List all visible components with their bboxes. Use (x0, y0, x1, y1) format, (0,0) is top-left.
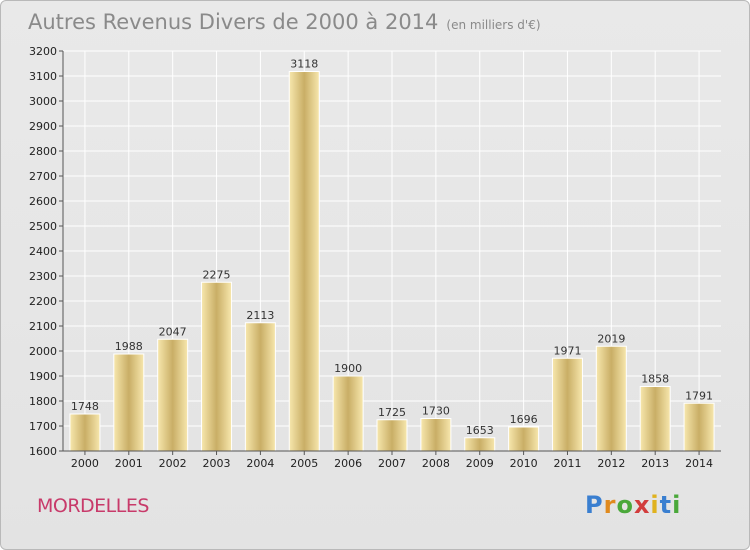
x-tick-label-2004: 2004 (246, 457, 274, 470)
chart-title-block: Autres Revenus Divers de 2000 à 2014 (en … (28, 10, 541, 34)
bar-2005 (288, 71, 320, 452)
data-label-2002: 2047 (159, 325, 187, 338)
proxiti-logo[interactable]: Proxiti (585, 491, 681, 519)
y-tick-label: 2900 (29, 120, 57, 133)
x-tick-label-2002: 2002 (159, 457, 187, 470)
bar-2008 (420, 418, 452, 452)
data-label-2003: 2275 (203, 268, 231, 281)
logo-letter: r (603, 491, 617, 519)
x-tick-label-2003: 2003 (203, 457, 231, 470)
logo-letter: i (672, 491, 682, 519)
data-label-2005: 3118 (290, 58, 318, 71)
y-tick-label: 2200 (29, 295, 57, 308)
bar-2011 (551, 357, 583, 452)
y-tick-label: 2300 (29, 270, 57, 283)
data-label-2010: 1696 (510, 413, 538, 426)
y-tick-label: 3000 (29, 95, 57, 108)
x-tick-label-2013: 2013 (641, 457, 669, 470)
data-label-2014: 1791 (685, 389, 713, 402)
y-tick-label: 3100 (29, 70, 57, 83)
data-label-2009: 1653 (466, 424, 494, 437)
bar-2009 (464, 437, 496, 452)
logo-letter: P (585, 491, 604, 519)
x-tick-label-2006: 2006 (334, 457, 362, 470)
y-tick-label: 1800 (29, 395, 57, 408)
bar-2007 (376, 419, 408, 452)
data-label-2011: 1971 (553, 344, 581, 357)
bars (69, 71, 715, 452)
x-tick-label-2014: 2014 (685, 457, 713, 470)
x-tick-label-2007: 2007 (378, 457, 406, 470)
logo-letter: i (650, 491, 660, 519)
y-tick-label: 2600 (29, 195, 57, 208)
logo-letter: x (633, 491, 651, 519)
chart-unit: (en milliers d'€) (446, 18, 541, 32)
data-label-2013: 1858 (641, 373, 669, 386)
bar-2014 (683, 402, 715, 452)
bar-2001 (113, 353, 145, 452)
bar-2004 (244, 322, 276, 452)
y-tick-label: 2700 (29, 170, 57, 183)
x-tick-label-2000: 2000 (71, 457, 99, 470)
y-tick-label: 3200 (29, 45, 57, 58)
y-tick-label: 2800 (29, 145, 57, 158)
data-label-2006: 1900 (334, 362, 362, 375)
data-label-2004: 2113 (246, 309, 274, 322)
x-tick-label-2009: 2009 (466, 457, 494, 470)
x-tick-label-2010: 2010 (510, 457, 538, 470)
bar-2010 (508, 426, 540, 452)
x-tick-label-2012: 2012 (597, 457, 625, 470)
x-tick-label-2001: 2001 (115, 457, 143, 470)
data-label-2000: 1748 (71, 400, 99, 413)
bar-2013 (639, 386, 671, 452)
x-tick-label-2008: 2008 (422, 457, 450, 470)
data-label-2012: 2019 (597, 332, 625, 345)
axes (59, 50, 721, 455)
logo-letter: t (659, 491, 673, 519)
y-tick-label: 1600 (29, 445, 57, 458)
y-tick-label: 1700 (29, 420, 57, 433)
bar-2006 (332, 375, 364, 452)
bar-2003 (201, 281, 233, 452)
logo-letter: o (616, 491, 634, 519)
x-tick-label-2005: 2005 (290, 457, 318, 470)
city-name: MORDELLES (37, 495, 149, 517)
y-tick-label: 2500 (29, 220, 57, 233)
bar-2012 (595, 345, 627, 452)
chart-title: Autres Revenus Divers de 2000 à 2014 (28, 10, 439, 34)
y-tick-label: 2400 (29, 245, 57, 258)
y-tick-label: 2100 (29, 320, 57, 333)
y-tick-label: 1900 (29, 370, 57, 383)
x-tick-label-2011: 2011 (553, 457, 581, 470)
data-label-2007: 1725 (378, 406, 406, 419)
y-tick-label: 2000 (29, 345, 57, 358)
data-label-2008: 1730 (422, 405, 450, 418)
labels: 1600 1700 1800 1900 2000 2100 2200 2300 2400 2500… (29, 45, 713, 470)
data-label-2001: 1988 (115, 340, 143, 353)
bar-2002 (157, 338, 189, 452)
bar-2000 (69, 413, 101, 452)
